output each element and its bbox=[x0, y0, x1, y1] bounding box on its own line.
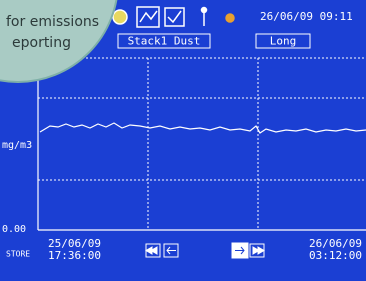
header-period: Long bbox=[270, 35, 297, 48]
y-unit: mg/m3 bbox=[2, 140, 32, 151]
y-zero: 0.00 bbox=[2, 224, 26, 235]
start-time: 17:36:00 bbox=[48, 249, 101, 262]
caption-line: eporting bbox=[12, 35, 71, 51]
device-screen: 26/06/09 09:11 Stack1 Dust Long mg/m3 0.… bbox=[0, 0, 366, 276]
caption-line: for emissions bbox=[6, 14, 99, 30]
header-channel: Stack1 Dust bbox=[128, 35, 201, 48]
store-label[interactable]: STORE bbox=[6, 250, 30, 259]
icon-probe-head bbox=[202, 8, 207, 13]
end-time: 03:12:00 bbox=[309, 249, 362, 262]
icon-sensor[interactable] bbox=[113, 10, 127, 24]
header-datetime: 26/06/09 09:11 bbox=[260, 10, 353, 23]
icon-sun[interactable] bbox=[226, 14, 234, 22]
icon-trend[interactable] bbox=[137, 7, 159, 27]
